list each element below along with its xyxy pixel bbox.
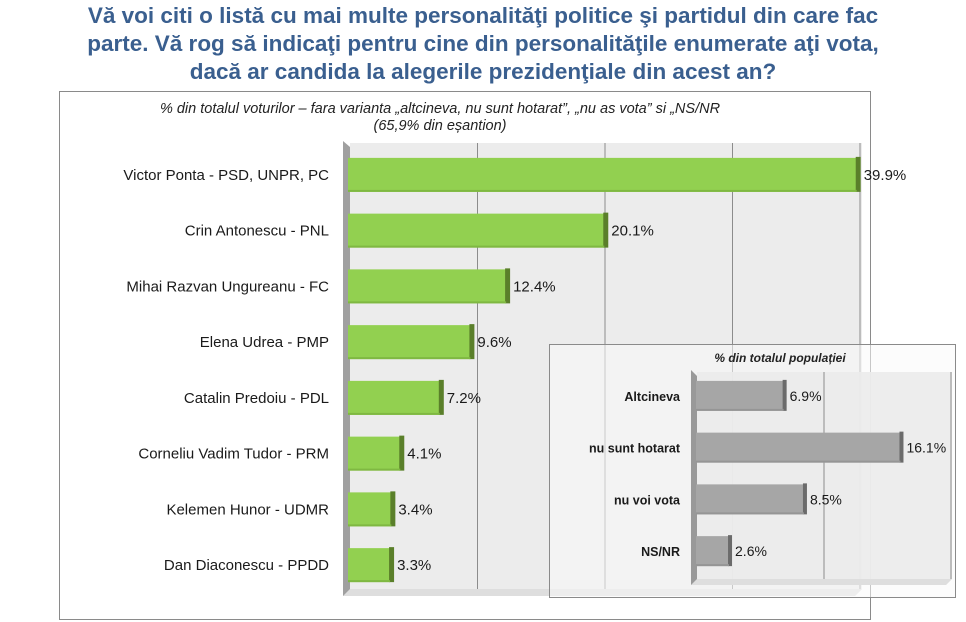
main-chart-sample-note: (65,9% din eșantion)	[373, 118, 507, 134]
inset-chart-bar-end-cap	[802, 483, 807, 515]
main-chart-bar-end-cap	[469, 324, 475, 360]
inset-chart-bar-shadow	[696, 564, 730, 567]
inset-chart-category-label: NS/NR	[641, 545, 680, 559]
main-chart-value-label: 39.9%	[864, 167, 907, 184]
title-line-1: Vă voi citi o listă cu mai multe persona…	[87, 3, 879, 28]
main-chart-value-label: 9.6%	[477, 334, 511, 351]
main-chart-bar-end-cap	[399, 435, 405, 471]
main-chart-bar-shadow	[348, 468, 401, 471]
main-chart-side-wall	[343, 141, 350, 596]
inset-chart-value-label: 8.5%	[810, 491, 842, 507]
main-chart-category-label: Kelemen Hunor - UDMR	[166, 501, 329, 518]
main-chart-value-label: 7.2%	[447, 390, 481, 407]
inset-chart-value-label: 2.6%	[735, 543, 767, 559]
main-chart-bar-shadow	[348, 245, 605, 248]
inset-chart-category-label: nu voi vota	[614, 493, 681, 507]
inset-chart-category-label: Altcineva	[624, 390, 681, 404]
main-chart-bar-shadow	[348, 412, 440, 415]
main-chart-bar-shadow	[348, 301, 507, 304]
main-chart-category-label: Dan Diaconescu - PPDD	[164, 557, 329, 574]
main-chart-bar-shadow	[348, 524, 392, 527]
inset-chart-side-wall	[691, 370, 697, 585]
main-chart-bar-end-cap	[855, 156, 861, 192]
main-chart-bar	[348, 492, 392, 527]
main-chart-bar-end-cap	[390, 491, 396, 527]
inset-chart-bar	[696, 432, 901, 463]
main-chart-bar-end-cap	[505, 268, 511, 304]
main-chart-bar-end-cap	[603, 212, 609, 248]
main-chart-bar	[348, 213, 605, 248]
inset-chart-bar	[696, 380, 784, 411]
inset-chart-bar-shadow	[696, 408, 784, 411]
main-chart-category-label: Catalin Predoiu - PDL	[184, 390, 329, 407]
main-chart-category-label: Corneliu Vadim Tudor - PRM	[138, 446, 329, 463]
inset-chart-value-label: 6.9%	[790, 388, 822, 404]
inset-chart-category-label: nu sunt hotarat	[589, 442, 681, 456]
inset-chart-title: % din totalul populației	[714, 351, 846, 365]
main-chart-bar-shadow	[348, 580, 391, 583]
main-chart-title: % din totalul voturilor – fara varianta …	[159, 101, 721, 117]
inset-chart-floor	[691, 579, 952, 585]
main-chart-bar-end-cap	[389, 547, 395, 583]
inset-chart-bar-shadow	[696, 460, 901, 463]
main-chart-value-label: 3.3%	[397, 557, 431, 574]
main-chart-bar	[348, 548, 391, 583]
inset-chart-bar-end-cap	[782, 379, 787, 411]
inset-chart-bar-shadow	[696, 512, 804, 515]
title-line-2: parte. Vă rog să indicaţi pentru cine di…	[87, 31, 879, 56]
main-chart-category-label: Elena Udrea - PMP	[200, 334, 329, 351]
inset-chart-value-label: 16.1%	[906, 440, 946, 456]
title-line-3: dacă ar candida la alegerile prezidenţia…	[189, 59, 777, 84]
main-chart-value-label: 3.4%	[398, 501, 432, 518]
main-chart-value-label: 20.1%	[611, 223, 654, 240]
main-chart-category-label: Victor Ponta - PSD, UNPR, PC	[123, 167, 329, 184]
main-chart-bar-end-cap	[438, 379, 444, 415]
inset-chart-bar	[696, 536, 730, 567]
inset-chart-plot-background	[691, 372, 952, 585]
main-chart-bar	[348, 380, 440, 415]
main-chart-category-label: Crin Antonescu - PNL	[185, 223, 329, 240]
question-title: Vă voi citi o listă cu mai multe persona…	[0, 2, 966, 86]
main-chart-bar	[348, 157, 857, 192]
main-chart-bar-shadow	[348, 189, 857, 192]
main-chart-value-label: 4.1%	[407, 446, 441, 463]
main-chart-bar-shadow	[348, 357, 471, 360]
inset-chart-bar	[696, 484, 804, 515]
main-chart-bar	[348, 269, 507, 304]
main-chart-bar	[348, 325, 471, 360]
main-chart-category-label: Mihai Razvan Ungureanu - FC	[126, 278, 329, 295]
main-chart-bar	[348, 436, 401, 471]
main-chart-subtitle: % din totalul voturilor – fara varianta …	[60, 101, 820, 135]
inset-chart-bar-end-cap	[899, 431, 904, 463]
main-chart-value-label: 12.4%	[513, 278, 556, 295]
inset-chart-bar-end-cap	[728, 535, 733, 567]
